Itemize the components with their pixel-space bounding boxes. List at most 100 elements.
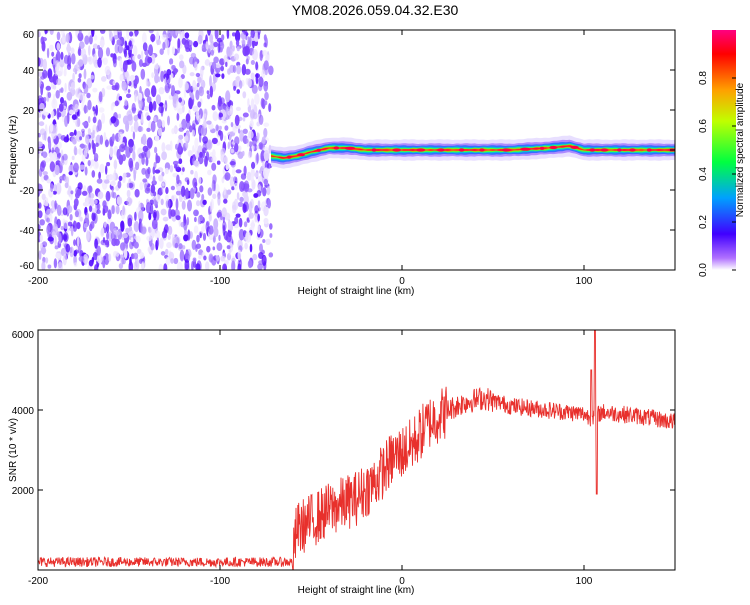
noise-blob bbox=[42, 151, 47, 158]
noise-blob bbox=[140, 182, 144, 191]
noise-blob bbox=[149, 101, 153, 112]
noise-blob bbox=[173, 161, 179, 166]
noise-blob bbox=[123, 61, 128, 73]
noise-blob bbox=[134, 212, 137, 221]
colorbar-tick-label: 0.8 bbox=[698, 71, 709, 85]
noise-blob bbox=[119, 144, 125, 152]
noise-blob bbox=[239, 181, 245, 192]
noise-blob bbox=[45, 28, 49, 34]
noise-blob bbox=[249, 212, 254, 218]
noise-blob bbox=[129, 146, 133, 153]
noise-blob bbox=[134, 93, 136, 102]
noise-blob bbox=[263, 167, 269, 178]
noise-blob bbox=[234, 217, 238, 224]
noise-blob bbox=[179, 54, 184, 60]
noise-blob bbox=[227, 111, 232, 116]
noise-blob bbox=[112, 134, 115, 142]
noise-blob bbox=[101, 113, 105, 124]
noise-blob bbox=[269, 223, 273, 230]
noise-blob bbox=[116, 252, 119, 257]
noise-blob bbox=[230, 149, 234, 153]
noise-blob bbox=[245, 139, 249, 144]
noise-blob bbox=[168, 234, 171, 240]
noise-blob bbox=[74, 262, 78, 267]
signal-peak bbox=[333, 146, 339, 149]
noise-blob bbox=[193, 210, 199, 217]
noise-blob bbox=[252, 254, 257, 260]
noise-blob bbox=[185, 259, 190, 270]
noise-blob bbox=[156, 31, 159, 39]
noise-blob bbox=[258, 260, 263, 265]
noise-blob bbox=[154, 64, 159, 70]
noise-blob bbox=[234, 199, 238, 211]
noise-blob bbox=[48, 237, 54, 242]
heatmap-x-tick-label: 100 bbox=[576, 276, 593, 287]
noise-blob bbox=[257, 214, 260, 222]
noise-blob bbox=[238, 128, 240, 133]
heatmap-y-tick-label: 40 bbox=[23, 66, 35, 77]
noise-blob bbox=[146, 128, 150, 132]
signal-peak bbox=[392, 148, 401, 151]
noise-blob bbox=[219, 113, 223, 118]
noise-blob bbox=[265, 239, 270, 245]
noise-blob bbox=[147, 150, 150, 159]
noise-blob bbox=[198, 216, 200, 224]
noise-blob bbox=[157, 119, 162, 128]
noise-blob bbox=[129, 31, 133, 36]
noise-blob bbox=[106, 85, 112, 89]
noise-blob bbox=[251, 98, 255, 109]
noise-blob bbox=[180, 250, 185, 262]
noise-blob bbox=[239, 218, 243, 228]
noise-blob bbox=[66, 45, 71, 51]
noise-blob bbox=[223, 199, 227, 204]
noise-blob bbox=[231, 122, 234, 127]
noise-blob bbox=[134, 115, 139, 122]
noise-blob bbox=[84, 35, 89, 44]
noise-blob bbox=[194, 61, 197, 70]
noise-blob bbox=[134, 242, 139, 249]
heatmap-x-tick-label: -100 bbox=[210, 276, 230, 287]
noise-blob bbox=[129, 40, 132, 46]
noise-blob bbox=[50, 27, 54, 35]
noise-blob bbox=[207, 90, 210, 94]
noise-blob bbox=[165, 249, 169, 255]
noise-blob bbox=[205, 261, 209, 271]
noise-blob bbox=[115, 100, 119, 106]
noise-blob bbox=[212, 194, 216, 200]
noise-blob bbox=[74, 146, 77, 156]
noise-blob bbox=[266, 186, 270, 195]
noise-blob bbox=[115, 85, 118, 89]
noise-blob bbox=[249, 201, 253, 213]
noise-blob bbox=[171, 85, 175, 96]
noise-blob bbox=[209, 214, 212, 222]
noise-blob bbox=[116, 205, 120, 214]
noise-blob bbox=[91, 212, 95, 221]
noise-blob bbox=[40, 162, 45, 172]
noise-blob bbox=[88, 142, 91, 150]
noise-blob bbox=[59, 103, 64, 112]
noise-blob bbox=[64, 235, 67, 241]
noise-blob bbox=[244, 243, 248, 250]
noise-blob bbox=[73, 239, 76, 246]
heatmap-x-tick-label: -200 bbox=[28, 276, 48, 287]
noise-blob bbox=[72, 156, 75, 160]
noise-blob bbox=[60, 87, 63, 93]
noise-blob bbox=[99, 91, 103, 102]
noise-blob bbox=[81, 48, 86, 58]
noise-blob bbox=[210, 201, 212, 212]
noise-blob bbox=[134, 221, 140, 232]
noise-blob bbox=[51, 110, 54, 118]
noise-blob bbox=[247, 217, 250, 221]
noise-blob bbox=[212, 180, 215, 192]
noise-blob bbox=[223, 225, 226, 236]
noise-blob bbox=[196, 235, 200, 243]
noise-blob bbox=[236, 40, 239, 47]
noise-blob bbox=[74, 104, 78, 113]
noise-blob bbox=[251, 73, 255, 80]
noise-blob bbox=[58, 233, 62, 244]
noise-blob bbox=[64, 69, 67, 76]
noise-blob bbox=[237, 47, 240, 52]
noise-blob bbox=[141, 69, 146, 80]
noise-blob bbox=[56, 90, 60, 99]
noise-blob bbox=[83, 105, 88, 113]
